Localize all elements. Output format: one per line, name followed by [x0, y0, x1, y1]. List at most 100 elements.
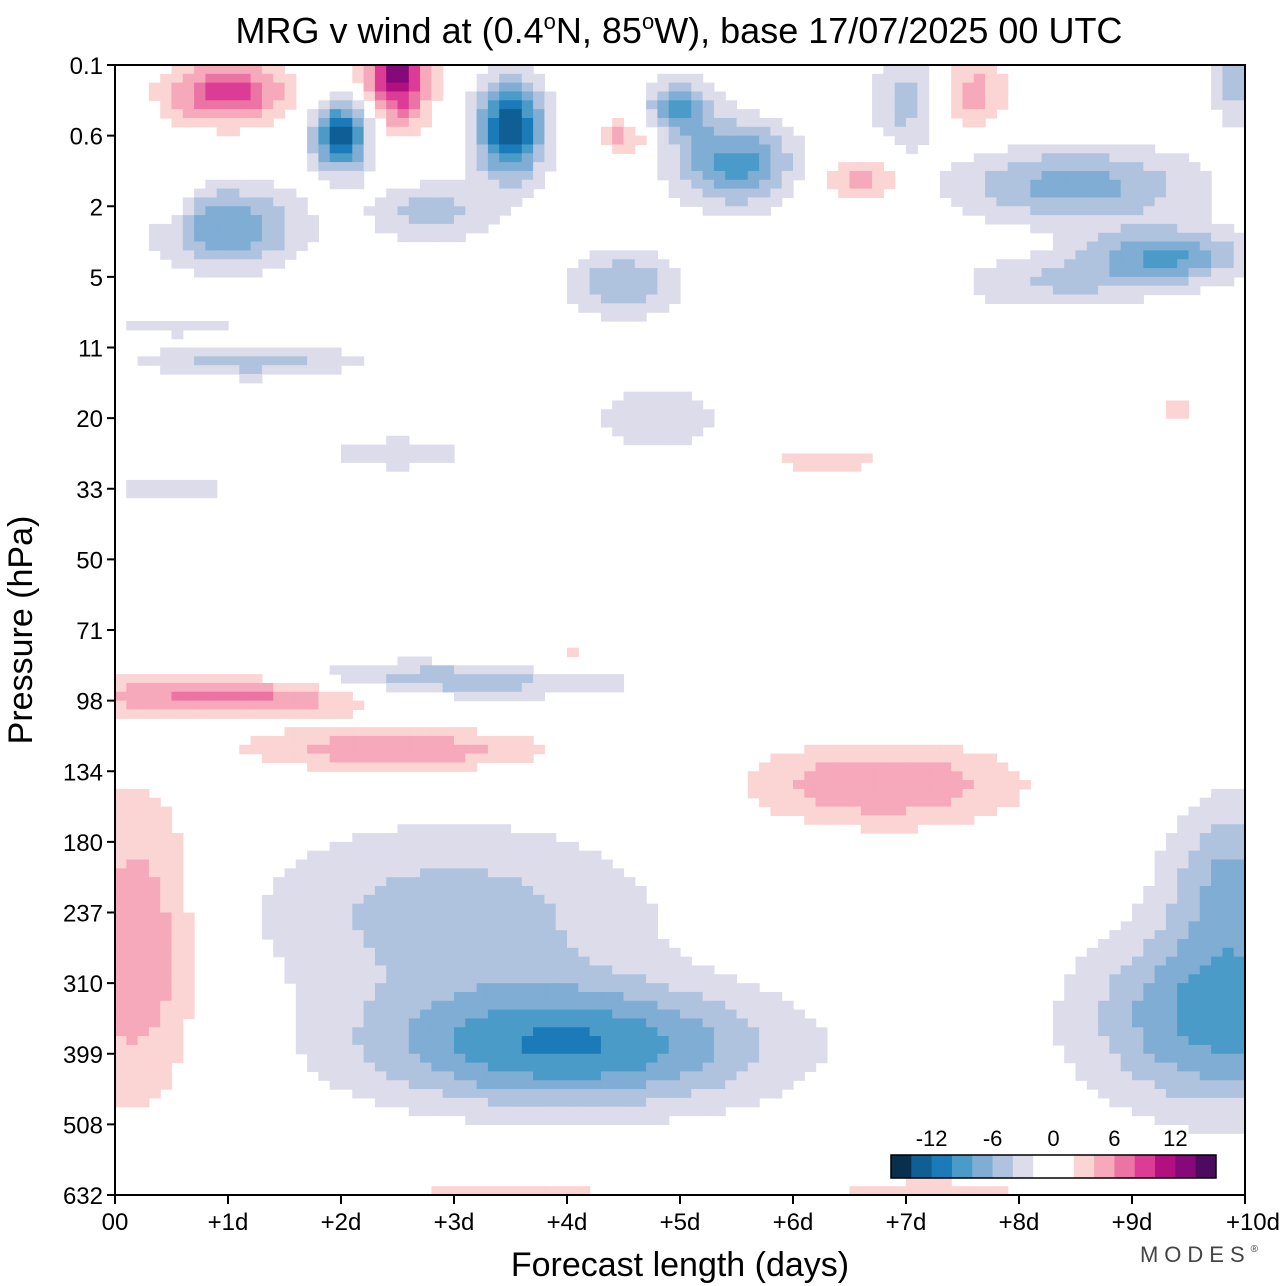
field-cell: [171, 700, 184, 711]
field-cell: [883, 91, 896, 101]
x-tick-label: +10d: [1226, 1209, 1280, 1236]
field-cell: [634, 1106, 647, 1117]
field-cell: [510, 674, 523, 684]
field-cell: [341, 700, 353, 711]
field-cell: [352, 877, 365, 887]
field-cell: [939, 1177, 952, 1187]
field-cell: [646, 82, 658, 93]
field-cell: [182, 82, 195, 93]
field-cell: [725, 1000, 738, 1011]
field-cell: [476, 215, 489, 225]
field-cell: [126, 1009, 139, 1020]
field-cell: [476, 117, 489, 128]
field-cell: [1007, 788, 1020, 799]
field-cell: [363, 753, 376, 764]
field-cell: [341, 894, 353, 905]
field-cell: [1120, 947, 1133, 958]
field-cell: [1165, 930, 1178, 940]
field-cell: [454, 1097, 466, 1108]
field-cell: [216, 188, 229, 199]
field-cell: [544, 1115, 557, 1125]
field-cell: [126, 947, 139, 958]
field-cell: [623, 1000, 636, 1011]
field-cell: [454, 833, 466, 843]
field-cell: [148, 815, 161, 825]
field-cell: [126, 859, 139, 869]
field-cell: [1132, 1036, 1144, 1046]
field-cell: [318, 727, 331, 737]
field-cell: [160, 356, 173, 366]
field-cell: [431, 753, 444, 764]
field-cell: [329, 956, 342, 967]
field-cell: [600, 930, 613, 940]
field-cell: [623, 983, 636, 993]
field-cell: [567, 1097, 579, 1108]
field-cell: [1120, 938, 1133, 949]
field-cell: [600, 921, 613, 931]
field-cell: [646, 1027, 658, 1037]
field-cell: [1177, 1053, 1190, 1064]
field-cell: [612, 983, 625, 993]
field-cell: [1188, 250, 1201, 260]
field-cell: [329, 153, 342, 163]
field-cell: [228, 82, 240, 93]
field-cell: [160, 868, 173, 878]
field-cell: [476, 947, 489, 958]
field-cell: [397, 859, 410, 869]
field-cell: [1222, 1009, 1235, 1020]
field-cell: [499, 859, 512, 869]
field-cell: [374, 921, 387, 931]
field-cell: [216, 709, 229, 719]
field-cell: [228, 223, 240, 234]
field-cell: [804, 753, 817, 764]
field-cell: [1064, 268, 1077, 278]
field-cell: [804, 780, 817, 790]
field-cell: [1007, 780, 1020, 790]
field-cell: [431, 983, 444, 993]
field-cell: [420, 991, 432, 1002]
field-cell: [747, 144, 760, 154]
field-cell: [1177, 188, 1190, 199]
field-cell: [171, 488, 184, 499]
field-cell: [194, 73, 206, 84]
field-cell: [1086, 1036, 1099, 1046]
field-cell: [1188, 947, 1201, 958]
field-cell: [408, 727, 421, 737]
field-cell: [781, 806, 794, 816]
field-cell: [883, 109, 896, 119]
field-cell: [1233, 841, 1245, 852]
field-cell: [985, 268, 997, 278]
field-cell: [239, 82, 252, 93]
field-cell: [951, 744, 964, 755]
field-cell: [273, 223, 286, 234]
y-tick-label: 2: [90, 194, 103, 221]
field-cell: [634, 886, 647, 896]
field-cell: [1132, 974, 1144, 984]
field-cell: [126, 691, 139, 702]
field-cell: [646, 1115, 658, 1125]
field-cell: [182, 91, 195, 101]
field-cell: [691, 197, 704, 207]
field-cell: [307, 877, 319, 887]
field-cell: [194, 682, 206, 693]
field-cell: [691, 1009, 704, 1020]
field-cell: [307, 727, 319, 737]
field-cell: [1143, 938, 1156, 949]
field-cell: [1154, 850, 1167, 861]
field-cell: [996, 285, 1009, 296]
field-cell: [838, 780, 851, 790]
field-cell: [420, 109, 432, 119]
field-cell: [352, 179, 365, 190]
field-cell: [1064, 276, 1077, 287]
field-cell: [725, 153, 738, 163]
field-cell: [623, 285, 636, 296]
field-cell: [137, 806, 150, 816]
field-cell: [442, 179, 455, 190]
field-cell: [1154, 938, 1167, 949]
field-cell: [476, 1036, 489, 1046]
field-cell: [510, 877, 523, 887]
field-cell: [454, 824, 466, 834]
field-cell: [589, 1027, 602, 1037]
field-cell: [261, 912, 274, 922]
field-cell: [239, 250, 252, 260]
